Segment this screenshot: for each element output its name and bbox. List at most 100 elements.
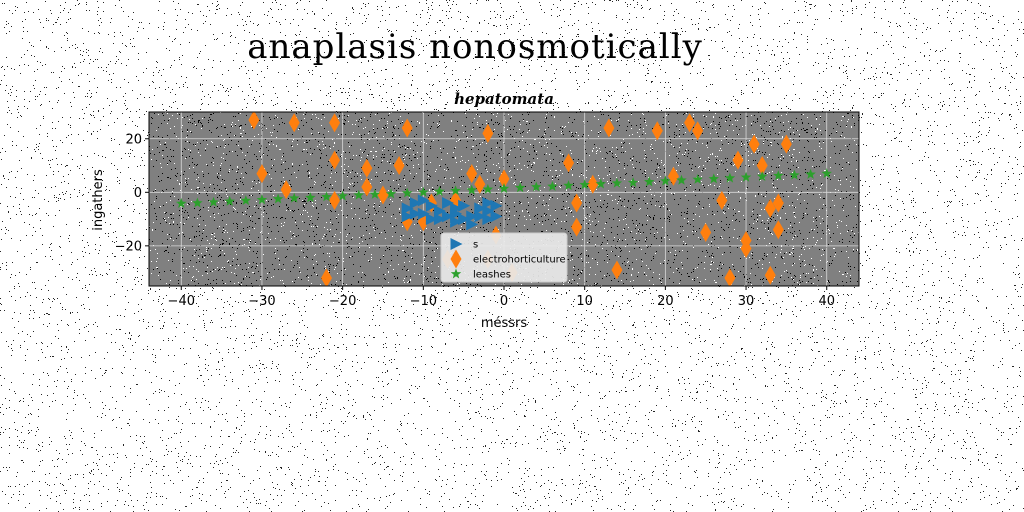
data-point	[764, 198, 776, 218]
data-point	[724, 268, 736, 286]
legend-marker	[450, 268, 462, 279]
data-point	[434, 186, 445, 196]
data-point	[329, 190, 341, 210]
data-point	[644, 176, 655, 187]
data-point	[450, 185, 461, 196]
legend: s electrohorticulture leashes	[440, 232, 568, 283]
x-tick-label: −10	[410, 294, 437, 309]
data-point	[740, 239, 752, 259]
data-point	[603, 118, 615, 138]
data-point	[289, 192, 300, 203]
data-point	[425, 199, 438, 212]
y-tick-label: 0	[134, 186, 142, 201]
data-point	[563, 153, 575, 173]
data-point	[498, 169, 510, 189]
data-point	[466, 164, 478, 184]
data-point	[579, 179, 590, 190]
data-point	[418, 186, 429, 197]
data-point	[482, 183, 494, 194]
data-point	[466, 218, 479, 231]
data-point	[450, 215, 463, 228]
data-point	[280, 180, 292, 200]
data-point	[748, 134, 760, 154]
data-point	[442, 210, 455, 223]
data-point	[409, 197, 422, 210]
data-point	[272, 193, 284, 204]
figure-title: anaplasis nonosmotically	[247, 27, 703, 67]
data-point	[240, 195, 252, 206]
data-point	[176, 198, 187, 208]
data-point	[208, 196, 219, 207]
legend-marker	[450, 238, 463, 250]
legend-label: s	[473, 240, 478, 251]
data-point	[772, 193, 784, 213]
data-point	[433, 213, 446, 226]
data-point	[401, 210, 414, 223]
data-point	[417, 207, 430, 220]
x-tick-label: −40	[168, 294, 195, 309]
data-point	[805, 168, 816, 179]
data-point	[466, 184, 477, 195]
data-point	[256, 164, 268, 184]
data-point	[531, 181, 542, 192]
data-point	[611, 260, 623, 280]
data-point	[756, 156, 768, 176]
data-point	[337, 190, 348, 201]
data-point	[482, 197, 495, 210]
data-point	[450, 202, 463, 215]
data-point	[667, 166, 679, 186]
chart-title: hepatomata	[454, 90, 554, 108]
x-tick-label: 10	[576, 294, 593, 309]
data-point	[482, 213, 495, 226]
y-axis-label: ingathers	[91, 169, 106, 231]
data-point	[571, 193, 583, 213]
data-point	[393, 156, 405, 176]
data-point	[192, 197, 203, 208]
data-point	[676, 174, 687, 185]
data-point	[700, 222, 712, 242]
legend-box	[440, 232, 568, 283]
data-point	[789, 169, 800, 180]
data-point	[433, 205, 446, 218]
data-point	[571, 217, 583, 237]
x-tick-label: 40	[818, 294, 835, 309]
y-tick-label: −20	[115, 239, 142, 254]
data-point	[224, 195, 235, 206]
data-point	[305, 192, 316, 203]
y-tick-label: 20	[125, 132, 142, 147]
data-point	[442, 197, 455, 210]
data-point	[329, 113, 341, 133]
x-tick-label: −20	[329, 294, 356, 309]
x-tick-label: 0	[500, 294, 508, 309]
data-point	[498, 183, 510, 194]
data-point	[401, 202, 414, 215]
data-point	[417, 194, 430, 207]
data-point	[369, 188, 381, 199]
legend-marker	[450, 249, 462, 269]
data-point	[474, 202, 487, 215]
x-tick-label: 20	[657, 294, 674, 309]
data-point	[377, 185, 389, 205]
legend-label: electrohorticulture	[473, 255, 566, 266]
data-point	[482, 123, 494, 143]
data-point	[692, 121, 704, 141]
data-point	[482, 205, 495, 218]
data-point	[474, 174, 486, 194]
data-point	[288, 113, 300, 133]
data-point	[256, 194, 268, 205]
data-point	[587, 174, 599, 194]
data-point	[329, 150, 341, 170]
data-point	[563, 180, 574, 191]
data-point	[401, 118, 413, 138]
data-point	[361, 158, 373, 178]
data-point	[353, 189, 364, 200]
data-point	[764, 265, 776, 285]
data-point	[611, 177, 623, 188]
data-point	[401, 187, 413, 198]
data-point	[385, 188, 397, 199]
data-point	[248, 112, 260, 130]
data-point	[772, 220, 784, 240]
data-point	[692, 173, 703, 184]
data-point	[724, 172, 736, 183]
data-point	[321, 191, 332, 202]
